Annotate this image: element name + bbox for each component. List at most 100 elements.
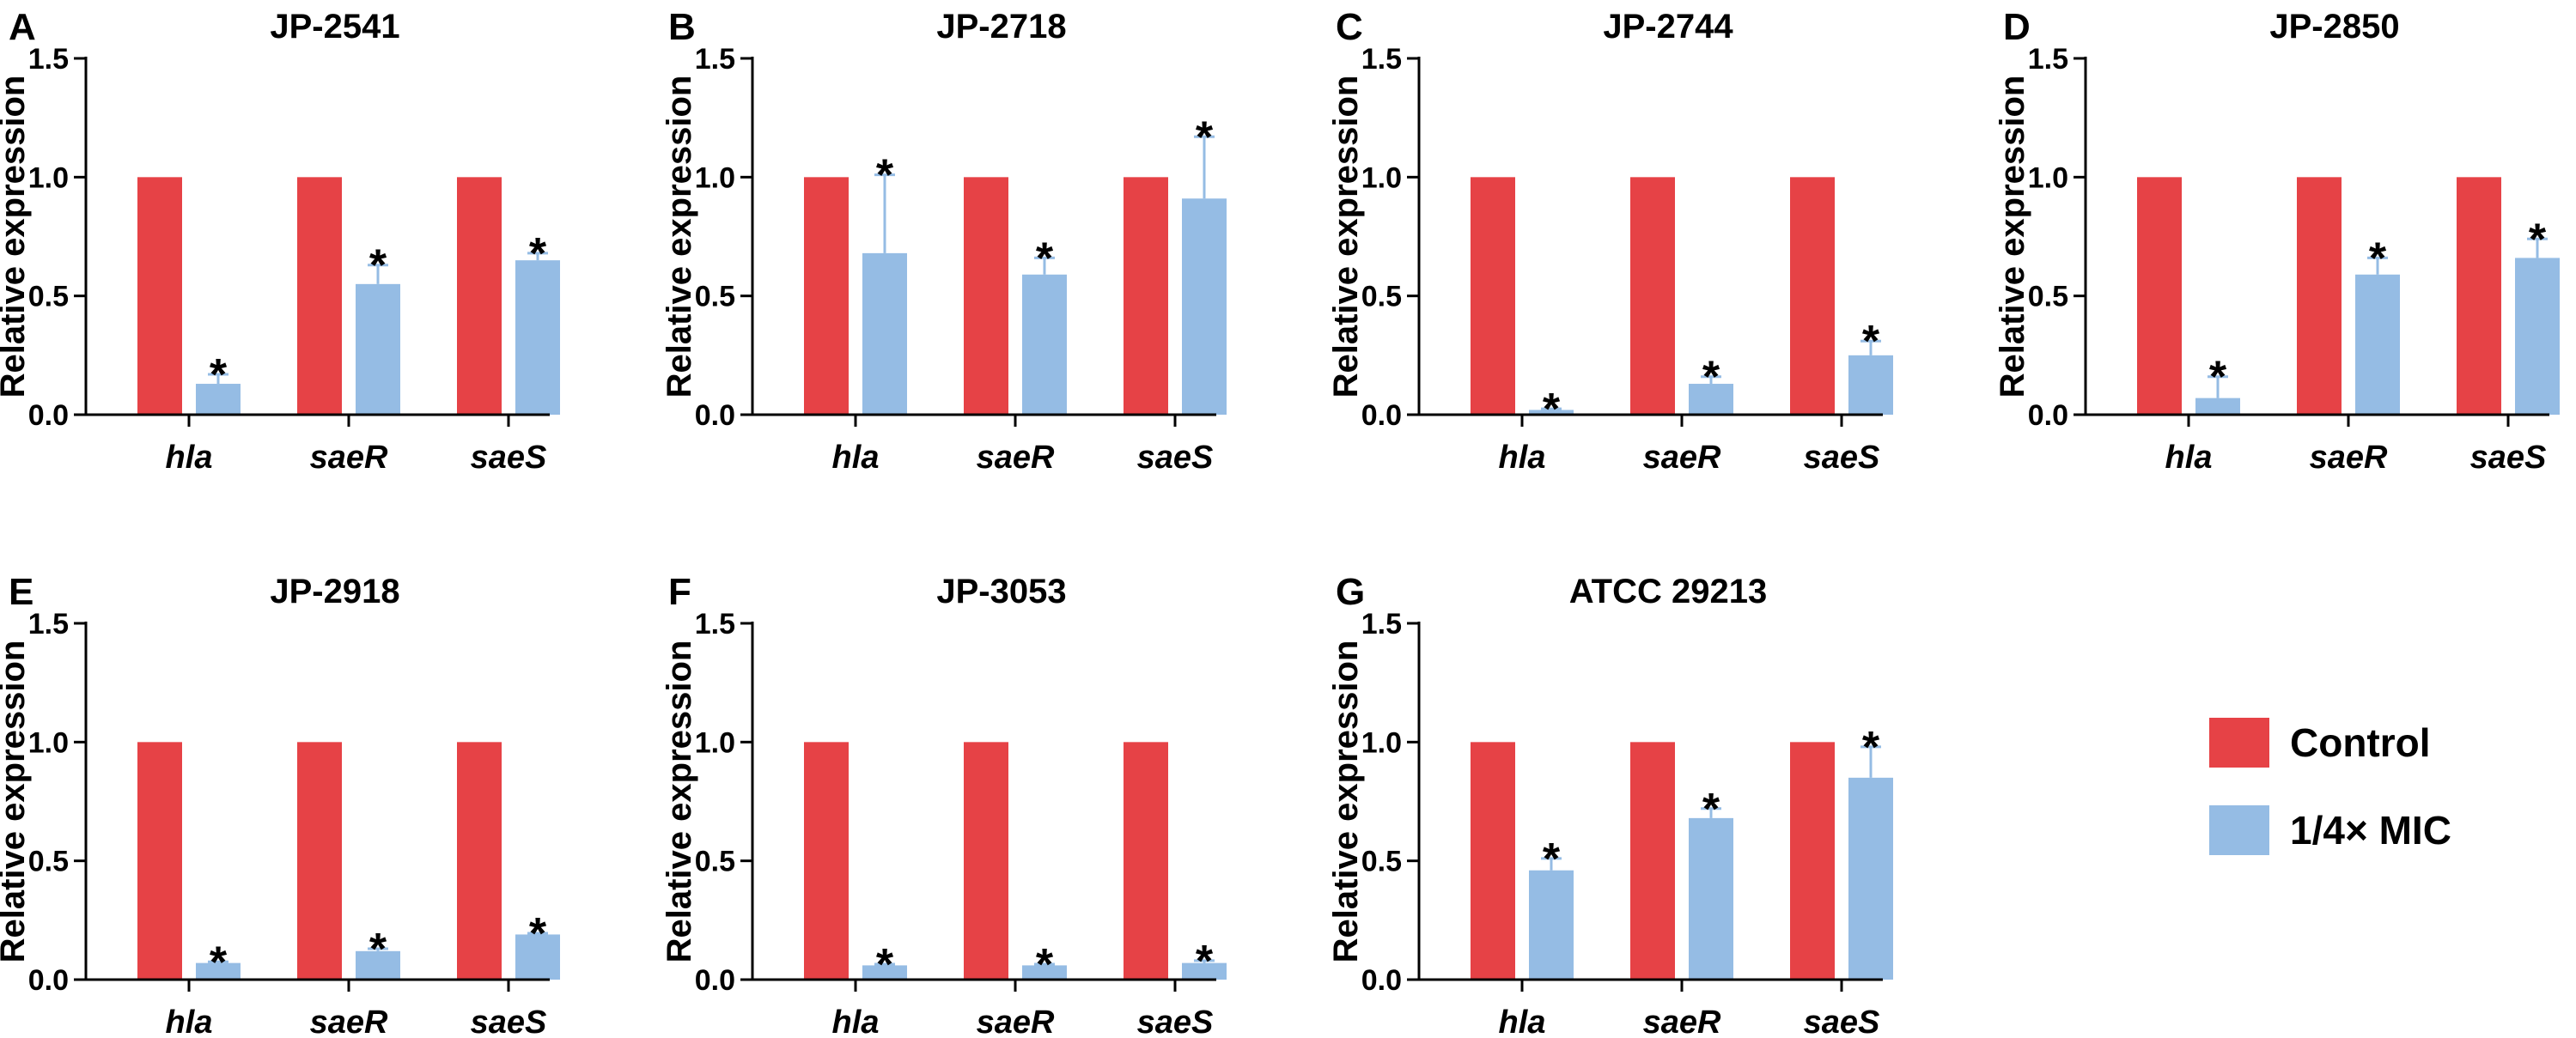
panel-title: ATCC 29213 — [1569, 573, 1767, 610]
y-tick-label: 0.0 — [695, 399, 735, 432]
x-tick-label: saeR — [1643, 440, 1721, 476]
bar-control-hla — [1471, 177, 1515, 416]
bar-control-hla — [804, 742, 849, 980]
y-tick-label: 0.5 — [695, 846, 735, 878]
bar-control-saeS — [1124, 742, 1168, 980]
y-tick-label: 1.0 — [695, 726, 735, 759]
x-tick-label: saeS — [1804, 440, 1880, 476]
bar-control-saeS — [457, 177, 502, 416]
x-tick-label: hla — [1499, 1005, 1546, 1038]
significance-star: * — [2209, 353, 2227, 403]
x-tick-label: saeR — [2310, 440, 2388, 476]
bar-control-hla — [2137, 177, 2182, 416]
bar-treatment-hla — [1529, 870, 1574, 980]
panel-letter: B — [668, 6, 696, 48]
y-tick-label: 1.5 — [1361, 43, 1402, 76]
bar-control-saeR — [964, 742, 1008, 980]
bar-treatment-hla — [2195, 398, 2240, 415]
y-tick-label: 1.0 — [2028, 161, 2068, 194]
x-tick-label: hla — [166, 440, 213, 476]
y-tick-label: 0.5 — [695, 281, 735, 313]
x-tick-label: hla — [832, 440, 880, 476]
bar-control-hla — [137, 742, 182, 980]
panel-letter: D — [2003, 6, 2031, 48]
significance-star: * — [2369, 234, 2387, 283]
x-tick-label: saeS — [471, 1005, 547, 1038]
y-tick-label: 1.0 — [695, 161, 735, 194]
y-tick-label: 1.0 — [28, 161, 69, 194]
y-tick-label: 0.0 — [1361, 399, 1402, 432]
bar-control-saeS — [1124, 177, 1168, 416]
y-tick-label: 0.5 — [28, 846, 69, 878]
significance-star: * — [876, 940, 894, 990]
y-tick-label: 1.5 — [695, 43, 735, 76]
bar-treatment-hla — [862, 965, 907, 980]
y-tick-label: 0.5 — [1361, 281, 1402, 313]
significance-star: * — [1862, 317, 1880, 367]
bar-treatment-hla — [196, 384, 241, 415]
significance-star: * — [1702, 785, 1720, 835]
bar-treatment-saeS — [1182, 962, 1227, 980]
y-tick-label: 1.0 — [1361, 726, 1402, 759]
x-tick-label: saeR — [977, 440, 1055, 476]
y-tick-label: 0.5 — [1361, 846, 1402, 878]
significance-star: * — [1862, 723, 1880, 773]
bar-control-hla — [137, 177, 182, 416]
y-axis-label: Relative expression — [1327, 640, 1365, 963]
x-tick-label: saeS — [1137, 440, 1214, 476]
x-tick-label: saeS — [1804, 1005, 1880, 1038]
x-tick-label: hla — [2165, 440, 2213, 476]
y-tick-label: 1.0 — [28, 726, 69, 759]
significance-star: * — [876, 151, 894, 201]
y-axis-label: Relative expression — [661, 640, 698, 963]
bar-treatment-saeR — [1022, 274, 1067, 415]
y-tick-label: 0.0 — [28, 964, 69, 997]
x-tick-label: saeR — [310, 440, 388, 476]
y-tick-label: 0.0 — [1361, 964, 1402, 997]
legend-label: Control — [2290, 720, 2431, 765]
bar-treatment-saeR — [1689, 817, 1733, 980]
legend-label: 1/4× MIC — [2290, 808, 2451, 853]
y-tick-label: 0.5 — [28, 281, 69, 313]
significance-star: * — [369, 241, 387, 291]
x-tick-label: saeR — [1643, 1005, 1721, 1038]
bar-treatment-saeR — [356, 950, 400, 980]
panel-title: JP-3053 — [936, 573, 1066, 610]
bar-control-saeR — [964, 177, 1008, 416]
y-tick-label: 1.5 — [28, 43, 69, 76]
panel-title: JP-2850 — [2269, 8, 2399, 46]
y-axis-label: Relative expression — [1994, 76, 2031, 398]
significance-star: * — [2529, 215, 2547, 264]
y-tick-label: 0.0 — [695, 964, 735, 997]
bar-control-saeR — [1630, 742, 1675, 980]
legend: Control 1/4× MIC — [2209, 718, 2451, 855]
bar-control-hla — [804, 177, 849, 416]
y-tick-label: 0.0 — [28, 399, 69, 432]
y-tick-label: 1.5 — [28, 608, 69, 640]
bar-treatment-saeS — [1182, 198, 1227, 415]
bar-control-saeS — [1790, 177, 1835, 416]
significance-star: * — [529, 909, 547, 959]
bar-control-saeS — [2457, 177, 2501, 416]
y-tick-label: 1.5 — [1361, 608, 1402, 640]
bar-control-saeS — [1790, 742, 1835, 980]
bar-control-saeR — [297, 177, 342, 416]
significance-star: * — [1196, 112, 1214, 162]
bar-treatment-saeS — [1848, 355, 1893, 415]
legend-swatch-control — [2209, 718, 2269, 768]
y-axis-label: Relative expression — [661, 76, 698, 398]
y-axis-label: Relative expression — [1327, 76, 1365, 398]
significance-star: * — [1702, 353, 1720, 403]
bar-control-saeS — [457, 742, 502, 980]
bar-treatment-saeR — [2355, 274, 2400, 415]
panel-title: JP-2541 — [270, 8, 399, 46]
y-axis-label: Relative expression — [0, 76, 32, 398]
legend-swatch-treatment — [2209, 805, 2269, 855]
significance-star: * — [1196, 937, 1214, 986]
